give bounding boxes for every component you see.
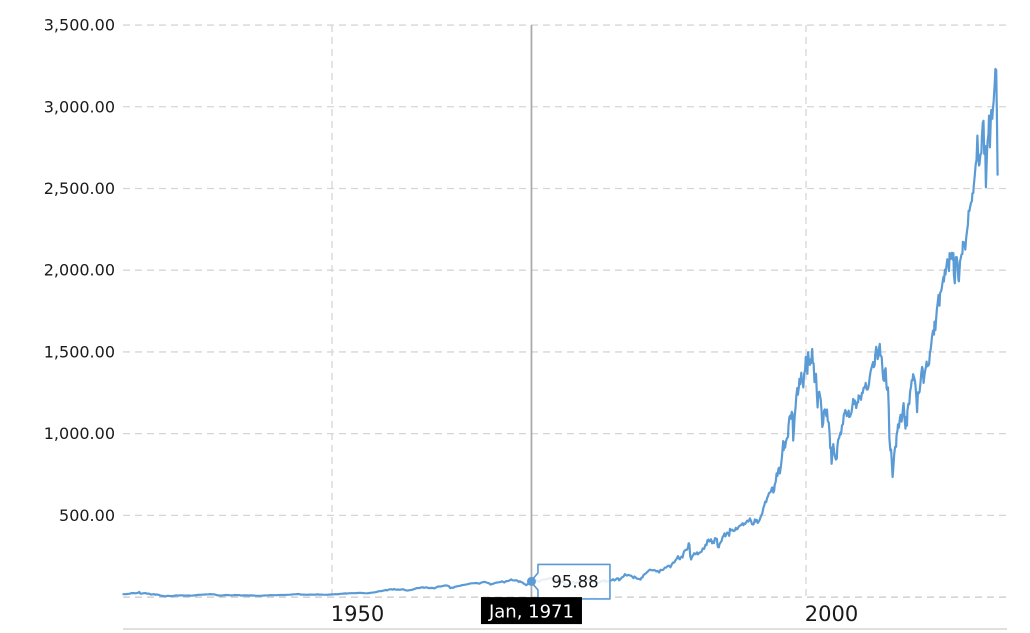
x-axis-tick-label: 2000 bbox=[805, 602, 858, 626]
y-axis-tick-label: 1,500.00 bbox=[44, 342, 115, 361]
date-axis-label: Jan, 1971 bbox=[480, 597, 582, 625]
x-axis-tick-label: 1950 bbox=[331, 602, 384, 626]
axis-tick-labels: 3,500.00 3,000.00 2,500.00 2,000.00 1,500.00… bbox=[44, 16, 858, 626]
price-series-line[interactable] bbox=[122, 67, 999, 598]
y-axis-tick-label: 1,000.00 bbox=[44, 424, 115, 443]
y-axis-tick-label: 500.00 bbox=[59, 506, 115, 525]
date-label: Jan, 1971 bbox=[488, 602, 574, 623]
value-tooltip: 95.88 bbox=[529, 563, 611, 600]
y-axis-tick-label: 2,000.00 bbox=[44, 261, 115, 280]
selected-point-marker bbox=[526, 576, 536, 586]
y-axis-tick-label: 3,500.00 bbox=[44, 16, 115, 35]
tooltip-value: 95.88 bbox=[551, 572, 598, 591]
date-label-background bbox=[480, 597, 582, 625]
y-axis-tick-label: 3,000.00 bbox=[44, 97, 115, 116]
y-axis-tick-label: 2,500.00 bbox=[44, 179, 115, 198]
grid-lines bbox=[123, 24, 1007, 598]
